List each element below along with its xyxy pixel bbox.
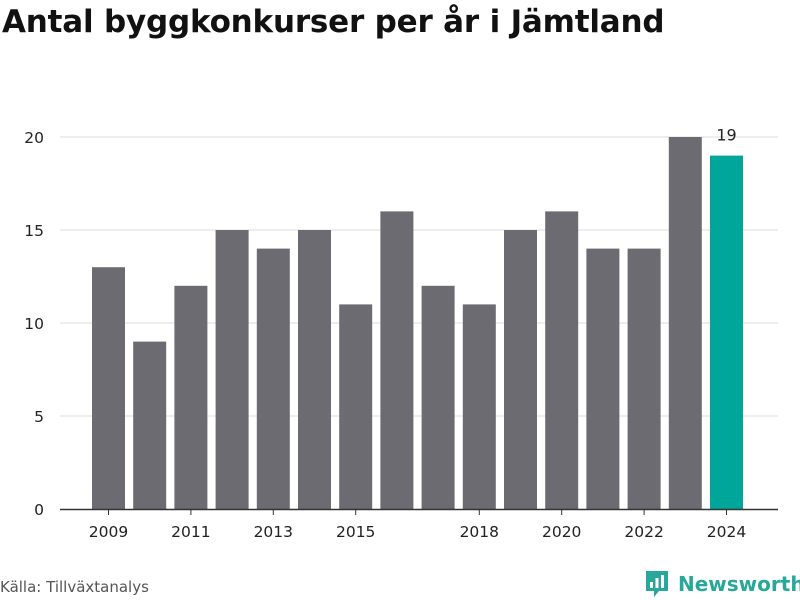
x-axis-ticks: 2009 2011 2013 2015 2018 2020 2022 2024 (89, 509, 746, 541)
x-tick-label: 2009 (89, 523, 128, 541)
bars (92, 137, 743, 509)
x-tick-label: 2013 (254, 523, 293, 541)
bar-2009 (92, 267, 125, 509)
bar-2015 (339, 304, 373, 509)
bar-2017 (421, 285, 455, 509)
source-note: Källa: Tillväxtanalys (0, 578, 149, 596)
bar-2010 (133, 341, 167, 509)
x-tick-label: 2020 (542, 523, 581, 541)
bar-2021 (586, 248, 620, 509)
y-tick-label: 15 (24, 222, 44, 240)
y-tick-label: 20 (24, 129, 44, 147)
x-tick-label: 2011 (171, 523, 210, 541)
y-tick-label: 5 (34, 408, 44, 426)
bar-2020 (545, 211, 579, 509)
bar-2012 (215, 230, 249, 509)
bar-2018 (462, 304, 496, 509)
bar-2016 (380, 211, 414, 509)
y-tick-label: 10 (24, 315, 44, 333)
x-tick-label: 2022 (624, 523, 663, 541)
bar-2023 (668, 137, 702, 509)
bar-2014 (298, 230, 331, 509)
brand-name: Newsworthy (678, 572, 800, 596)
y-axis-ticks: 0 5 10 15 20 (24, 129, 44, 519)
x-tick-label: 2024 (707, 523, 746, 541)
bar-2022 (627, 248, 661, 509)
x-tick-label: 2015 (336, 523, 375, 541)
bar-2011 (174, 285, 208, 509)
brand-logo[interactable]: Newsworthy (644, 569, 800, 599)
chart-title: Antal byggkonkurser per år i Jämtland (2, 4, 665, 40)
x-tick-label: 2018 (460, 523, 499, 541)
data-labels: 19 (716, 126, 736, 145)
bar-2013 (256, 248, 290, 509)
bar-2024 (710, 155, 743, 509)
newsworthy-logo-icon (646, 571, 668, 597)
y-tick-label: 0 (34, 501, 44, 519)
data-label-2024: 19 (716, 126, 736, 145)
bar-2019 (504, 230, 537, 509)
